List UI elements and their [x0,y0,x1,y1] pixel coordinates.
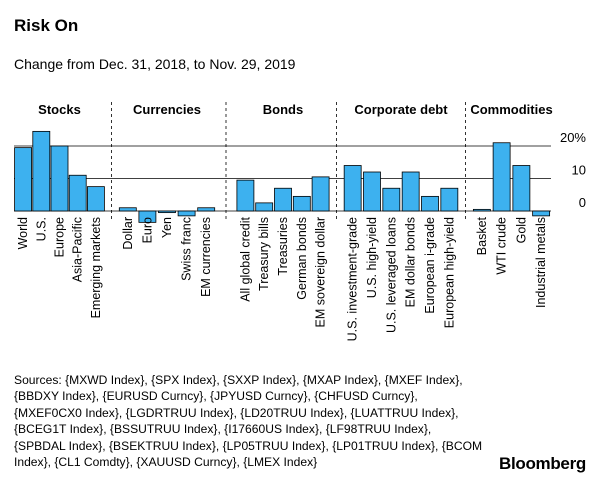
category-label: Treasuries [276,217,290,276]
category-label: WTI crude [495,217,509,275]
bar [68,174,87,212]
bloomberg-logo: Bloomberg [498,454,586,473]
bar [138,210,157,223]
bar [401,171,420,212]
bar [382,187,401,212]
y-tick-label: 0 [579,195,586,210]
category-label: U.S. leveraged loans [384,217,398,333]
bar [421,195,439,212]
bar [512,165,531,212]
category-label: Europe [53,217,67,257]
category-label: EM currencies [199,217,213,297]
category-label: European high-yield [442,217,456,328]
bar [472,208,491,212]
category-label: U.S. investment-grade [346,217,360,341]
bar [158,210,176,214]
category-label: German bonds [295,217,309,300]
bar [532,210,551,217]
category-label: Swiss franc [180,217,194,281]
bar [32,130,51,212]
sources-note: Sources: {MXWD Index}, {SPX Index}, {SXX… [14,373,483,470]
bar [440,187,459,212]
category-label: Basket [475,216,489,255]
bar [274,187,292,212]
category-label: Euro [140,217,154,243]
category-label: Emerging markets [89,217,103,318]
group-header: Stocks [38,102,81,117]
bar [197,207,216,212]
category-label: Gold [514,217,528,243]
category-label: Dollar [121,217,135,250]
group-header: Corporate debt [354,102,448,117]
bar [87,186,105,212]
category-label: Industrial metals [534,217,548,308]
group-header: Commodities [470,102,552,117]
bar [255,202,274,212]
y-tick-label: 20% [560,130,586,145]
bar [177,210,196,217]
bar [363,171,381,212]
category-label: U.S. [34,217,48,241]
bar [492,142,511,212]
bar [311,176,330,212]
bar [292,195,311,212]
category-label: Yen [160,217,174,238]
group-header: Bonds [263,102,303,117]
chart-subtitle: Change from Dec. 31, 2018, to Nov. 29, 2… [14,56,296,72]
category-label: EM dollar bonds [404,217,418,307]
bar [14,147,33,212]
category-label: U.S. high-yield [365,217,379,298]
bar [236,179,255,212]
bar [50,145,69,212]
category-label: Asia-Pacific [71,217,85,282]
chart-title: Risk On [14,16,79,35]
y-tick-label: 10 [572,163,586,178]
category-label: World [16,217,30,249]
category-label: European i-grade [423,217,437,314]
category-label: All global credit [238,216,252,301]
category-label: EM sovereign dollar [314,217,328,327]
category-label: Treasury bills [257,217,271,291]
bar [118,207,137,212]
bar [343,165,362,212]
group-header: Currencies [133,102,201,117]
